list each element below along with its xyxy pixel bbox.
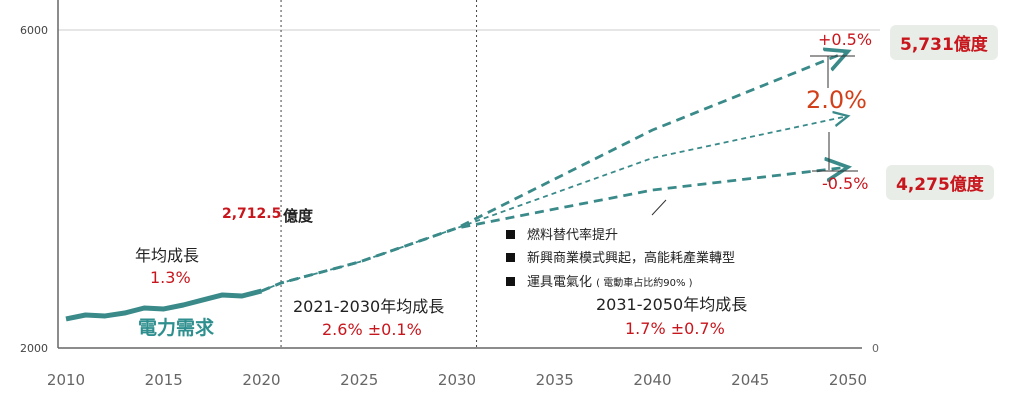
x-tick-label: 2040 <box>633 371 671 389</box>
bullet-text: 新興商業模式興起，高能耗產業轉型 <box>527 251 736 266</box>
x-tick-label: 2010 <box>47 371 85 389</box>
right-axis-tick: 0 <box>872 342 879 355</box>
low-value-box: 4,275億度 <box>886 165 994 200</box>
x-tick-label: 2045 <box>731 371 769 389</box>
mid-growth: 2.0% <box>806 86 867 114</box>
high-delta: +0.5% <box>818 30 873 49</box>
p2-label: 2031-2050年均成長 <box>596 295 748 314</box>
low-delta: -0.5% <box>822 174 869 193</box>
x-tick-label: 2050 <box>829 371 867 389</box>
hist-growth-value: 1.3% <box>150 268 191 287</box>
base-unit: 億度 <box>283 207 314 225</box>
x-tick-label: 2025 <box>340 371 378 389</box>
high-value-box: 5,731億度 <box>890 25 998 60</box>
series-line-solid <box>65 288 263 322</box>
bullet-note: ( 電動車占比約90% ) <box>596 278 693 289</box>
leader-line <box>651 199 667 216</box>
bullet-text: 運具電氣化 <box>527 275 593 290</box>
p1-label: 2021-2030年均成長 <box>293 297 445 316</box>
bullet-2: 新興商業模式興起，高能耗產業轉型 <box>506 247 735 266</box>
y-tick-label: 6000 <box>20 24 48 37</box>
bullet-square-icon <box>506 277 515 286</box>
series-label: 電力需求 <box>138 317 215 339</box>
y-tick-label: 2000 <box>20 342 48 355</box>
series-line-dashed-low <box>260 167 849 293</box>
x-tick-label: 2020 <box>242 371 280 389</box>
bullet-text: 燃料替代率提升 <box>527 228 619 243</box>
bullet-3: 運具電氣化 ( 電動車占比約90% ) <box>506 271 693 290</box>
hist-growth-label: 年均成長 <box>135 246 200 265</box>
base-value: 2,712.5 <box>222 206 282 222</box>
x-tick-label: 2015 <box>145 371 183 389</box>
p2-value: 1.7% ±0.7% <box>625 319 725 338</box>
x-tick-label: 2030 <box>438 371 476 389</box>
x-tick-label: 2035 <box>536 371 574 389</box>
p1-value: 2.6% ±0.1% <box>322 320 422 339</box>
bullet-square-icon <box>506 230 515 239</box>
bullet-square-icon <box>506 253 515 262</box>
bullet-1: 燃料替代率提升 <box>506 224 618 243</box>
